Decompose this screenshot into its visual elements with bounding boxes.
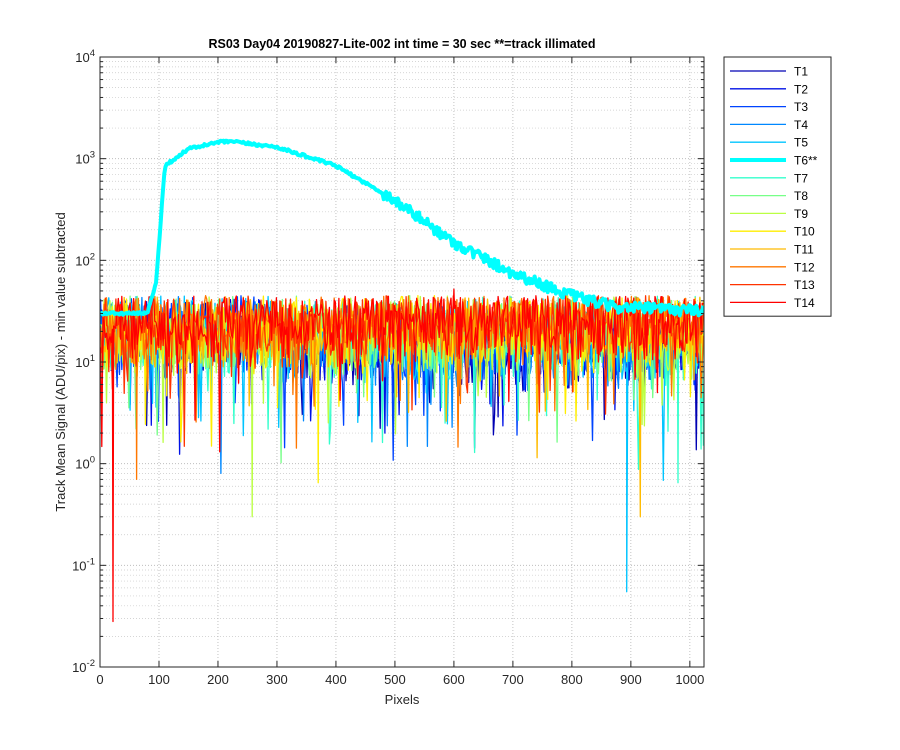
y-tick-label: 10-2 [72, 658, 95, 675]
series-layer [100, 138, 704, 623]
x-tick-label: 0 [96, 672, 103, 687]
x-tick-label: 1000 [675, 672, 704, 687]
legend-label: T11 [794, 243, 814, 257]
x-tick-label: 600 [443, 672, 465, 687]
legend-label: T9 [794, 207, 808, 221]
legend-label: T14 [794, 296, 815, 310]
x-tick-label: 100 [148, 672, 170, 687]
chart-title: RS03 Day04 20190827-Lite-002 int time = … [208, 37, 595, 51]
y-axis-label: Track Mean Signal (ADU/pix) - min value … [53, 212, 68, 511]
legend-label: T6** [794, 154, 818, 168]
x-tick-label: 800 [561, 672, 583, 687]
legend-label: T12 [794, 260, 815, 274]
x-tick-label: 500 [384, 672, 406, 687]
legend: T1 T2 T3 T4 T5 T6** T7 T8 T9 T10 T11 T12 T13 T14 [723, 56, 832, 317]
x-axis-label: Pixels [385, 692, 420, 707]
legend-label: T4 [794, 118, 808, 132]
y-tick-label: 101 [75, 353, 95, 370]
y-tick-label: 10-1 [72, 556, 95, 573]
x-tick-label: 700 [502, 672, 524, 687]
legend-label: T7 [794, 171, 808, 185]
legend-label: T2 [794, 82, 808, 96]
legend-label: T13 [794, 278, 815, 292]
legend-label: T3 [794, 100, 808, 114]
x-tick-labels: 0 100 200 300 400 500 600 700 800 900 1000 [96, 672, 704, 687]
series-line-t14 [100, 288, 704, 623]
legend-box [723, 56, 832, 317]
x-tick-label: 300 [266, 672, 288, 687]
x-tick-label: 400 [325, 672, 347, 687]
y-tick-label: 100 [75, 455, 95, 472]
x-tick-label: 200 [207, 672, 229, 687]
y-tick-label: 104 [75, 48, 95, 65]
legend-label: T1 [794, 65, 808, 79]
legend-label: T8 [794, 189, 808, 203]
legend-label: T5 [794, 136, 808, 150]
legend-label: T10 [794, 225, 815, 239]
x-tick-label: 900 [620, 672, 642, 687]
y-tick-label: 103 [75, 150, 95, 167]
y-tick-labels: 10-2 10-1 100 101 102 103 104 [72, 48, 95, 675]
series-line-t6 [100, 138, 704, 318]
axis-ticks [99, 56, 704, 668]
y-tick-label: 102 [75, 251, 95, 268]
